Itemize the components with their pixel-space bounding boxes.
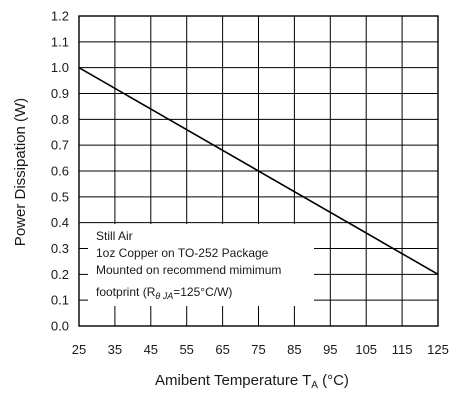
- x-tick-label: 35: [108, 342, 122, 357]
- y-tick-label: 0.4: [51, 215, 69, 230]
- x-tick-label: 95: [323, 342, 337, 357]
- x-axis-title-text: Amibent Temperature: [155, 372, 298, 389]
- y-tick-label: 0.8: [51, 112, 69, 127]
- note-line-4-prefix: footprint (R: [96, 285, 156, 299]
- y-tick-label: 0.3: [51, 241, 69, 256]
- x-axis-title: Amibent Temperature TA (°C): [155, 372, 349, 391]
- note-line-2: 1oz Copper on TO-252 Package: [96, 246, 269, 260]
- x-tick-label: 45: [144, 342, 158, 357]
- x-tick-labels: 25 35 45 55 65 75 85 95 105 115 125: [72, 342, 449, 357]
- y-tick-label: 0.5: [51, 189, 69, 204]
- x-tick-label: 105: [355, 342, 377, 357]
- y-tick-label: 1.0: [51, 60, 69, 75]
- x-tick-label: 65: [215, 342, 229, 357]
- annotation-note: Still Air 1oz Copper on TO-252 Package M…: [88, 224, 314, 306]
- plot-frame: [78, 15, 439, 327]
- derating-line: [78, 66, 439, 276]
- y-tick-label: 0.9: [51, 86, 69, 101]
- y-tick-label: 0.6: [51, 164, 69, 179]
- note-line-4: footprint (Rθ JA=125°C/W): [96, 285, 232, 301]
- series-group: [78, 66, 439, 276]
- y-tick-label: 0.7: [51, 138, 69, 153]
- y-tick-label: 0.1: [51, 293, 69, 308]
- x-tick-label: 85: [287, 342, 301, 357]
- y-tick-labels: 0.0 0.1 0.2 0.3 0.4 0.5 0.6 0.7 0.8 0.9 1.0 1.1 1.2: [51, 9, 69, 334]
- x-tick-label: 125: [427, 342, 449, 357]
- y-axis-title: Power Dissipation (W): [12, 98, 29, 246]
- x-axis-unit: (°C): [318, 372, 349, 389]
- x-tick-label: 75: [251, 342, 265, 357]
- note-line-4-suffix: =125°C/W): [173, 285, 232, 299]
- y-tick-label: 0.2: [51, 267, 69, 282]
- y-tick-label: 1.1: [51, 34, 69, 49]
- x-tick-label: 115: [392, 342, 413, 357]
- x-axis-subscript: A: [311, 380, 318, 391]
- note-line-3: Mounted on recommend mimimum: [96, 263, 281, 277]
- x-tick-label: 55: [179, 342, 193, 357]
- y-tick-label: 0.0: [51, 319, 69, 334]
- y-tick-label: 1.2: [51, 9, 69, 24]
- annotation-background: [88, 224, 314, 306]
- note-line-1: Still Air: [96, 229, 133, 243]
- x-tick-label: 25: [72, 342, 86, 357]
- x-axis-symbol: T: [302, 372, 311, 389]
- note-line-4-subscript: θ JA: [155, 291, 173, 301]
